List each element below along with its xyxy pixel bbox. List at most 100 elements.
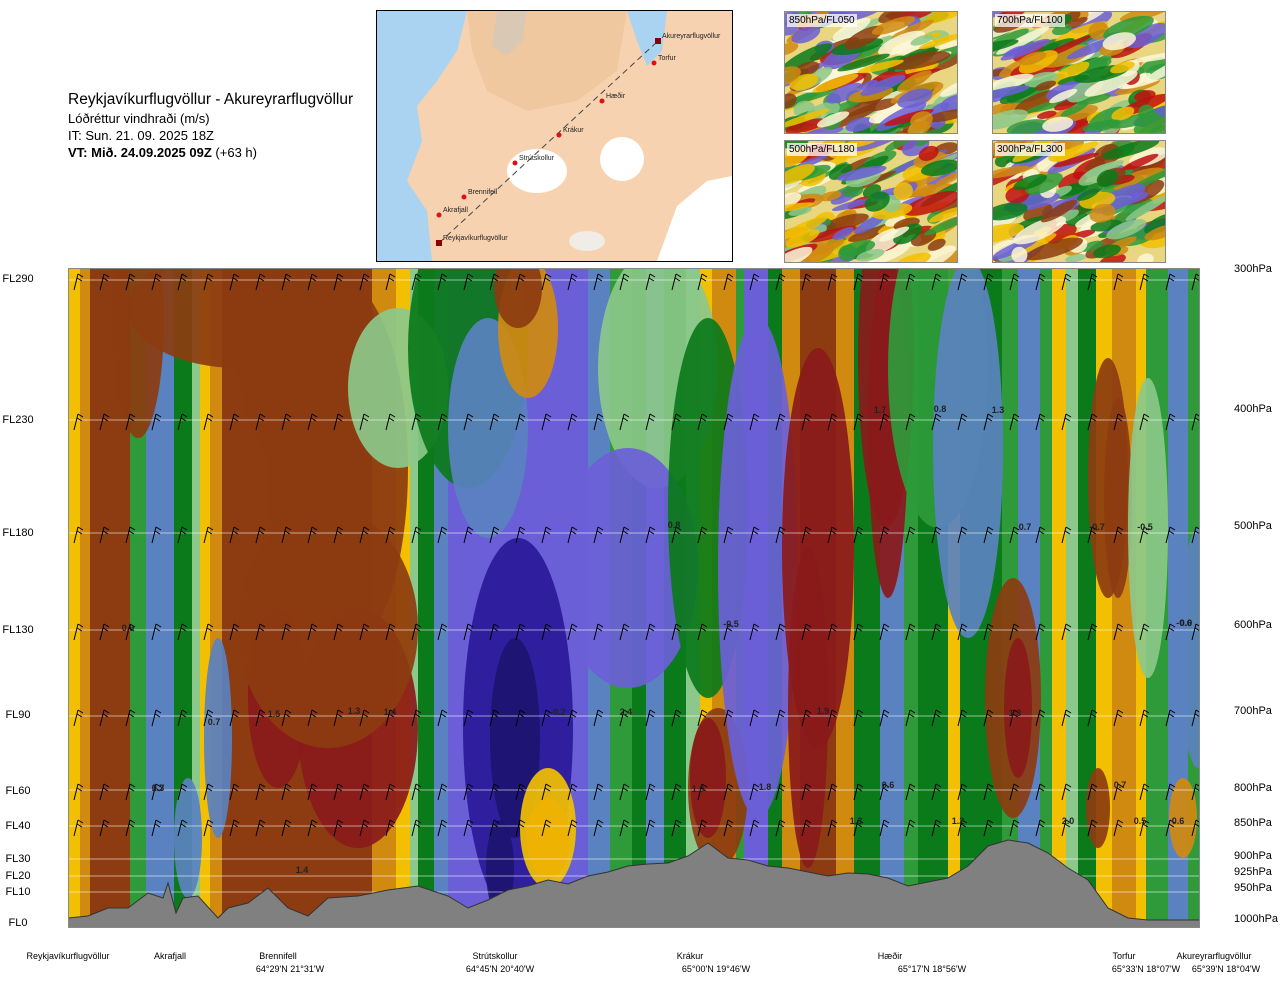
wind-barb — [1139, 709, 1150, 727]
map-point-7 — [436, 240, 442, 246]
wind-barb — [645, 709, 656, 727]
wind-barb — [1087, 783, 1098, 801]
wind-barb — [151, 783, 162, 801]
wind-barb — [749, 709, 760, 727]
wind-barb — [177, 413, 188, 431]
level-panel-3[interactable]: 300hPa/FL300 — [992, 140, 1166, 263]
wind-barb — [541, 709, 552, 727]
wind-barb — [723, 526, 734, 544]
wind-barb — [1035, 526, 1046, 544]
wind-barb — [983, 273, 994, 291]
map-point-5 — [461, 194, 467, 200]
wind-barb — [879, 413, 890, 431]
wind-barb — [801, 413, 812, 431]
wind-barb — [827, 413, 838, 431]
value-label: 1.8 — [759, 782, 772, 792]
wind-barb — [99, 709, 110, 727]
pressure-tick-label: 300hPa — [1234, 263, 1272, 275]
wind-barb — [723, 783, 734, 801]
wind-barb — [671, 783, 682, 801]
value-label: -0.5 — [723, 619, 739, 629]
wind-barb — [853, 413, 864, 431]
wind-barb — [1087, 623, 1098, 641]
level-panel-2[interactable]: 500hPa/FL180 — [784, 140, 958, 263]
wind-barb — [73, 783, 84, 801]
wind-barb — [619, 623, 630, 641]
map-point-2 — [599, 98, 605, 104]
wind-barb — [801, 526, 812, 544]
wind-barb — [1113, 273, 1124, 291]
value-label: 0.6 — [1172, 816, 1185, 826]
wind-barb — [645, 783, 656, 801]
wind-barb — [1061, 413, 1072, 431]
wind-barb — [255, 709, 266, 727]
value-label: -0.7 — [1089, 522, 1105, 532]
wind-barb — [619, 819, 630, 837]
wind-barb — [749, 413, 760, 431]
wind-barb — [333, 413, 344, 431]
wind-barb — [385, 526, 396, 544]
wind-barb — [1139, 413, 1150, 431]
wind-barb — [177, 709, 188, 727]
wind-barb — [333, 819, 344, 837]
value-label: 1.4 — [296, 865, 309, 875]
wind-barb — [1087, 819, 1098, 837]
wind-barb — [567, 709, 578, 727]
level-panel-0[interactable]: 850hPa/FL050 — [784, 11, 958, 134]
wind-barb — [1087, 273, 1098, 291]
wind-barb — [489, 709, 500, 727]
wind-barb — [515, 709, 526, 727]
wind-barb — [151, 273, 162, 291]
wind-barb — [853, 526, 864, 544]
value-label: 1.3 — [850, 816, 863, 826]
wind-barb — [125, 273, 136, 291]
wind-barb — [1009, 413, 1020, 431]
wind-barb — [749, 273, 760, 291]
location-coord: 65°00'N 19°46'W — [681, 964, 751, 974]
wind-barb — [203, 526, 214, 544]
wind-barb — [593, 819, 604, 837]
fl-tick-label: FL60 — [5, 785, 31, 797]
wind-barb — [593, 709, 604, 727]
wind-barb — [307, 709, 318, 727]
wind-barb — [827, 526, 838, 544]
field-blobs — [112, 268, 1200, 918]
wind-barb — [151, 526, 162, 544]
wind-barb — [541, 413, 552, 431]
wind-barb — [307, 783, 318, 801]
wind-barb — [775, 273, 786, 291]
wind-barb — [515, 273, 526, 291]
location-label: Akureyrarflugvöllur — [1176, 951, 1252, 961]
wind-barb — [801, 273, 812, 291]
value-label: 1.3 — [152, 783, 165, 793]
wind-barb — [775, 709, 786, 727]
field-band — [68, 268, 80, 928]
wind-barb — [177, 526, 188, 544]
wind-barb — [931, 709, 942, 727]
location-label: Akrafjall — [153, 951, 186, 961]
wind-barb — [775, 413, 786, 431]
title-block: Reykjavíkurflugvöllur - Akureyrarflugvöl… — [68, 90, 353, 161]
field-blob — [204, 638, 232, 838]
wind-barb — [411, 709, 422, 727]
wind-barb — [541, 783, 552, 801]
wind-barb — [593, 413, 604, 431]
map-point-label: Akrafjall — [443, 207, 468, 214]
wind-barb — [1009, 623, 1020, 641]
wind-barb — [567, 526, 578, 544]
wind-barb — [437, 709, 448, 727]
wind-barb — [567, 413, 578, 431]
map-point-6 — [436, 212, 442, 218]
fl-tick-label: FL0 — [8, 917, 28, 929]
field-blob — [1086, 768, 1110, 848]
wind-barb — [827, 819, 838, 837]
pressure-tick-label: 800hPa — [1234, 782, 1272, 794]
wind-barb — [359, 709, 370, 727]
fl-tick-label: FL30 — [5, 853, 31, 865]
wind-barb — [671, 273, 682, 291]
wind-barb — [203, 709, 214, 727]
level-panel-1[interactable]: 700hPa/FL100 — [992, 11, 1166, 134]
wind-barb — [255, 783, 266, 801]
value-label: 1.3 — [992, 405, 1005, 415]
wind-barb — [515, 526, 526, 544]
